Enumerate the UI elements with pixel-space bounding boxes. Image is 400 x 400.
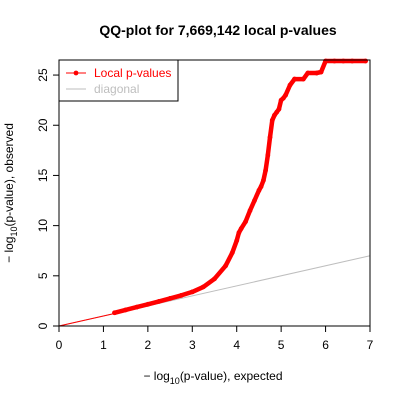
y-tick-label: 20: [36, 118, 50, 132]
data-point: [229, 250, 235, 256]
legend-marker-local-p-values: [73, 70, 79, 76]
data-point: [247, 208, 253, 213]
data-point: [318, 69, 324, 75]
x-tick-label: 4: [233, 338, 240, 352]
data-point: [200, 284, 206, 290]
y-axis: 0 5 10 15 20 25: [36, 68, 59, 329]
data-point: [267, 134, 273, 140]
x-tick-label: 0: [56, 338, 63, 352]
data-point: [258, 184, 264, 189]
data-point: [212, 276, 217, 282]
x-tick-label: 3: [189, 338, 196, 352]
data-point: [260, 178, 266, 183]
data-point: [134, 304, 140, 310]
data-point: [300, 76, 306, 82]
data-point: [323, 58, 328, 64]
y-axis-label-suffix: (p-value), observed: [2, 123, 16, 226]
data-point: [305, 70, 311, 76]
y-axis-label-prefix: − log: [2, 237, 16, 263]
data-point: [123, 307, 129, 313]
y-tick-label: 0: [36, 322, 50, 329]
chart-title: QQ-plot for 7,669,142 local p-values: [99, 22, 337, 38]
data-point: [238, 226, 244, 232]
data-point: [263, 168, 268, 173]
data-point: [269, 117, 275, 123]
data-point: [283, 92, 288, 98]
x-tick-label: 1: [100, 338, 107, 352]
data-point: [236, 230, 242, 236]
x-axis-label-subscript: 10: [170, 376, 180, 386]
data-point: [252, 198, 257, 203]
legend-label-local-p-values: Local p-values: [94, 66, 171, 80]
plot-frame: [58, 59, 371, 327]
y-axis-label: − log10(p-value), observed: [2, 123, 19, 263]
x-tick-label: 7: [367, 338, 374, 352]
y-tick-label: 25: [36, 68, 50, 82]
data-point: [265, 152, 271, 158]
y-tick-label: 10: [36, 219, 50, 233]
data-point: [287, 82, 293, 88]
data-point: [340, 58, 346, 64]
y-tick-label: 15: [36, 168, 50, 182]
data-point: [314, 70, 320, 76]
data-point: [189, 289, 195, 295]
data-point: [223, 263, 229, 269]
x-axis-label-prefix: − log: [143, 369, 169, 383]
x-axis: 0 1 2 3 4 5 6 7: [56, 326, 374, 352]
data-point: [276, 106, 282, 112]
data-point: [156, 299, 162, 304]
y-tick-label: 5: [36, 272, 50, 279]
x-axis-label-suffix: (p-value), expected: [180, 369, 283, 383]
data-point: [167, 295, 173, 301]
data-point: [363, 58, 368, 64]
fit-line: [58, 312, 115, 327]
y-axis-label-subscript: 10: [9, 227, 19, 237]
legend-label-diagonal: diagonal: [94, 82, 139, 96]
data-point: [256, 188, 262, 193]
legend: Local p-values diagonal: [58, 59, 179, 102]
data-point: [292, 76, 297, 82]
fit-line-segment: [58, 312, 115, 327]
data-point: [145, 301, 151, 307]
data-point: [332, 58, 337, 64]
data-point: [234, 238, 240, 244]
x-tick-label: 2: [145, 338, 152, 352]
x-tick-label: 6: [322, 338, 329, 352]
x-tick-label: 5: [278, 338, 285, 352]
legend-box: [58, 59, 179, 102]
x-axis-label: − log10(p-value), expected: [143, 369, 282, 386]
data-point: [349, 58, 355, 64]
data-point: [243, 219, 249, 225]
data-point: [178, 292, 184, 298]
data-point: [112, 310, 117, 316]
local-p-values-series: [112, 58, 368, 316]
